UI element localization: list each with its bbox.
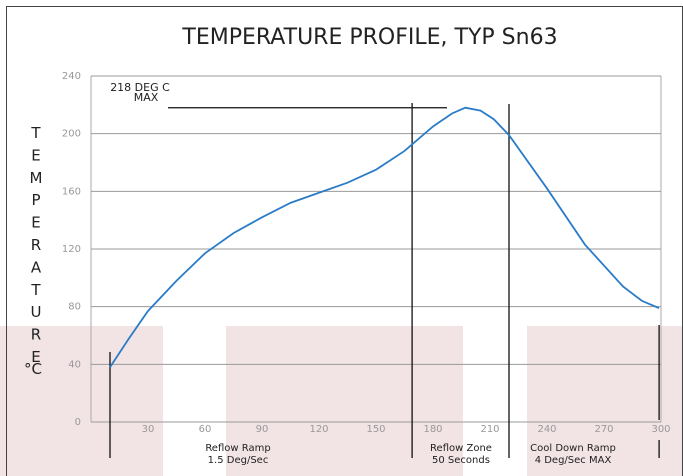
x-tick-label: 180: [423, 424, 442, 435]
band: [527, 326, 683, 476]
zone-label: 4 Deg/Sec MAX: [535, 455, 612, 466]
x-tick-label: 60: [199, 424, 212, 435]
y-unit-label: °C: [24, 360, 42, 378]
chart-title: TEMPERATURE PROFILE, TYP Sn63: [181, 25, 557, 50]
y-tick-label: 120: [62, 244, 81, 255]
x-tick-label: 30: [142, 424, 155, 435]
zone-label: 1.5 Deg/Sec: [208, 455, 269, 466]
band: [0, 326, 163, 476]
band: [226, 326, 463, 476]
zone-label: Cool Down Ramp: [530, 443, 616, 454]
zone-label: Reflow Ramp: [205, 443, 270, 454]
y-tick-label: 40: [68, 359, 81, 370]
annotation: 218 DEG C: [110, 81, 170, 94]
y-axis-label: TEMPERATURE: [27, 124, 45, 371]
x-tick-label: 120: [309, 424, 328, 435]
zone-label: 50 Seconds: [432, 455, 490, 466]
y-tick-label: 0: [75, 417, 81, 428]
zone-label: Reflow Zone: [430, 443, 492, 454]
x-tick-label: 270: [594, 424, 613, 435]
y-tick-label: 240: [62, 71, 81, 82]
x-tick-label: 90: [256, 424, 269, 435]
line: [109, 106, 660, 368]
x-tick-label: 210: [480, 424, 499, 435]
annotation: MAX: [134, 91, 159, 104]
y-tick-label: 160: [62, 186, 81, 197]
y-tick-label: 80: [68, 302, 81, 313]
y-tick-label: 200: [62, 129, 81, 140]
x-tick-label: 300: [651, 424, 670, 435]
x-tick-label: 150: [366, 424, 385, 435]
x-tick-label: 240: [537, 424, 556, 435]
